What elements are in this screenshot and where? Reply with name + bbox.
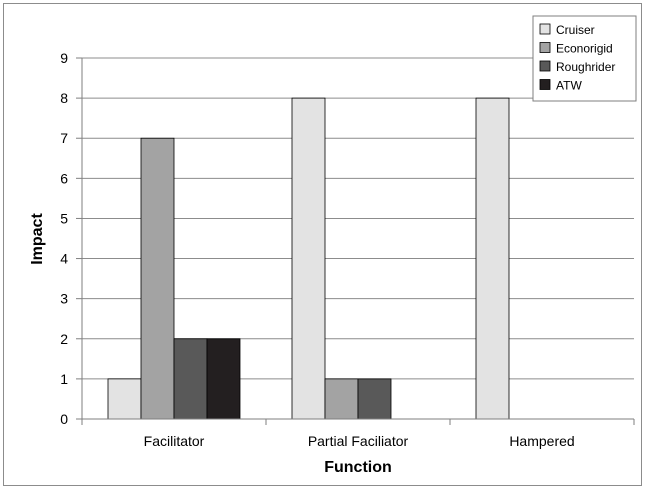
y-tick-label: 3	[60, 291, 68, 307]
y-tick-label: 1	[60, 371, 68, 387]
y-tick-label: 7	[60, 130, 68, 146]
y-tick-label: 0	[60, 411, 68, 427]
legend-swatch	[539, 60, 551, 72]
y-tick-label: 4	[60, 251, 68, 267]
y-tick-label: 6	[60, 170, 68, 186]
legend: Cruiser Econorigid Roughrider ATW	[532, 15, 637, 102]
legend-swatch	[539, 42, 551, 53]
x-tick-label: Hampered	[509, 433, 574, 449]
legend-label: Cruiser	[556, 23, 595, 37]
bar-roughrider-partial-faciliator	[357, 378, 392, 420]
y-tick-label: 9	[60, 50, 68, 66]
bar-roughrider-facilitator	[173, 338, 208, 420]
bars	[107, 97, 510, 420]
bar-atw-facilitator	[206, 338, 241, 420]
y-axis-title: Impact	[29, 213, 46, 265]
y-tick-label: 8	[60, 90, 68, 106]
legend-swatch	[539, 23, 551, 35]
bar-cruiser-facilitator	[107, 378, 142, 420]
bar-econorigid-facilitator	[140, 137, 175, 420]
legend-label: Econorigid	[556, 42, 613, 56]
axes	[81, 58, 635, 425]
y-tick-label: 5	[60, 210, 68, 226]
bar-cruiser-partial-faciliator	[291, 97, 326, 420]
y-tick-label: 2	[60, 331, 68, 347]
x-tick-label: Partial Faciliator	[308, 433, 409, 449]
legend-swatch	[539, 79, 551, 90]
legend-label: ATW	[556, 79, 582, 93]
bar-econorigid-partial-faciliator	[324, 378, 359, 420]
y-tick-labels: 0 1 2 3 4 5 6 7 8 9	[60, 50, 68, 427]
x-tick-labels: Facilitator Partial Faciliator Hampered	[144, 433, 575, 449]
legend-label: Roughrider	[556, 60, 615, 74]
x-axis-title: Function	[324, 459, 392, 476]
bar-cruiser-hampered	[475, 97, 510, 420]
x-tick-label: Facilitator	[144, 433, 205, 449]
